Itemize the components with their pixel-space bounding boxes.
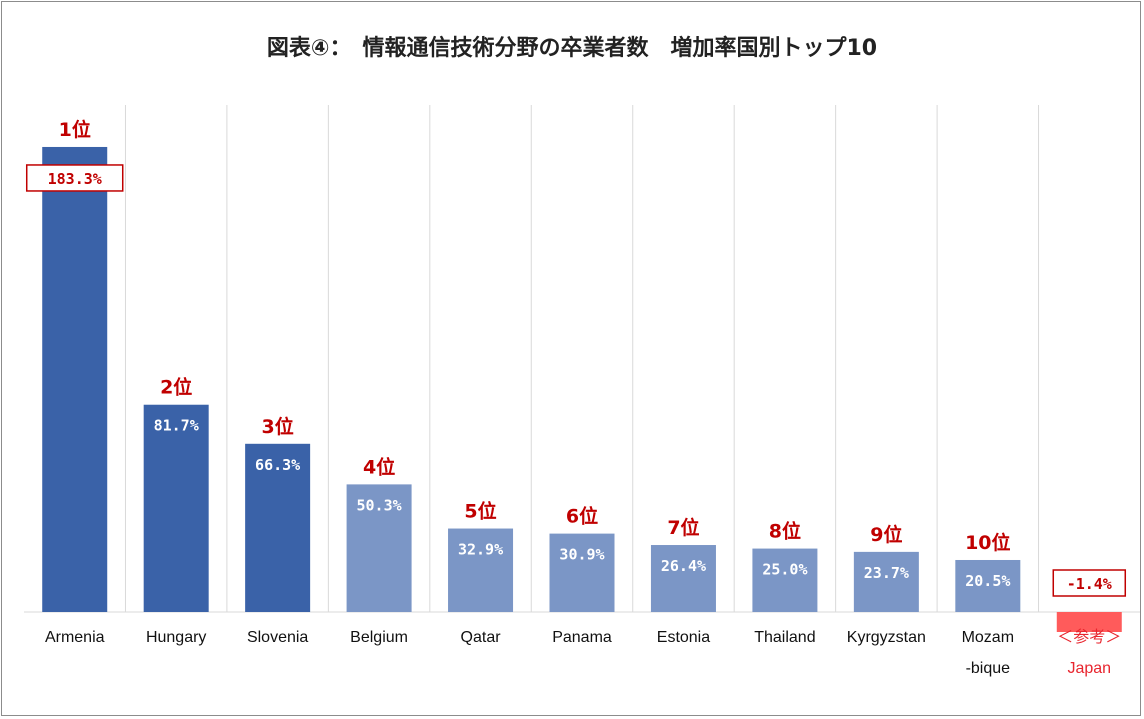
bar-qatar (448, 528, 514, 612)
category-label: Hungary (146, 629, 206, 646)
value-label: 30.9% (559, 546, 604, 564)
bar-hungary (143, 404, 209, 612)
rank-label: 3位 (262, 415, 294, 438)
value-label: 23.7% (864, 564, 909, 582)
category-label: Armenia (45, 629, 105, 646)
category-label: Mozam (962, 629, 1014, 646)
category-label-line2: Japan (1067, 660, 1111, 677)
value-label: 32.9% (458, 541, 503, 559)
category-label: Panama (552, 629, 612, 646)
value-label: 81.7% (154, 417, 199, 435)
value-label-box (1052, 569, 1127, 597)
bar-panama (549, 533, 615, 612)
bar-thailand (752, 548, 818, 612)
rank-label: 5位 (464, 500, 496, 523)
value-label: 25.0% (762, 561, 807, 579)
rank-label: 9位 (870, 523, 902, 546)
rank-label: 4位 (363, 455, 395, 478)
value-label-box (25, 164, 124, 192)
bar-mozam (955, 559, 1021, 612)
value-label: 183.3% (48, 170, 102, 188)
value-label: -1.4% (1067, 575, 1112, 593)
rank-label: 10位 (965, 531, 1010, 554)
category-label-line2: -bique (966, 660, 1011, 677)
category-label: Belgium (350, 629, 408, 646)
rank-label: 6位 (566, 505, 598, 528)
bar-slovenia (245, 443, 311, 612)
value-label: 20.5% (965, 572, 1010, 590)
bar-estonia (650, 545, 716, 612)
bar-＜参考＞ (1056, 612, 1122, 632)
category-label: Qatar (461, 629, 502, 646)
category-label: Slovenia (247, 629, 308, 646)
rank-label: 1位 (59, 118, 91, 141)
value-label: 66.3% (255, 456, 300, 474)
rank-label: 7位 (667, 516, 699, 539)
value-label: 50.3% (357, 496, 402, 514)
rank-label: 2位 (160, 376, 192, 399)
bar-armenia (42, 146, 108, 612)
chart-title: 図表④： 情報通信技術分野の卒業者数 増加率国別トップ10 (266, 36, 878, 61)
category-label: ＜参考＞ (1057, 628, 1121, 646)
value-label: 26.4% (661, 557, 706, 575)
category-label: Estonia (657, 629, 710, 646)
category-label: Thailand (754, 629, 815, 646)
bar-kyrgyzstan (853, 551, 919, 612)
category-label: Kyrgyzstan (847, 629, 926, 646)
rank-label: 8位 (769, 520, 801, 543)
bar-belgium (346, 484, 412, 612)
